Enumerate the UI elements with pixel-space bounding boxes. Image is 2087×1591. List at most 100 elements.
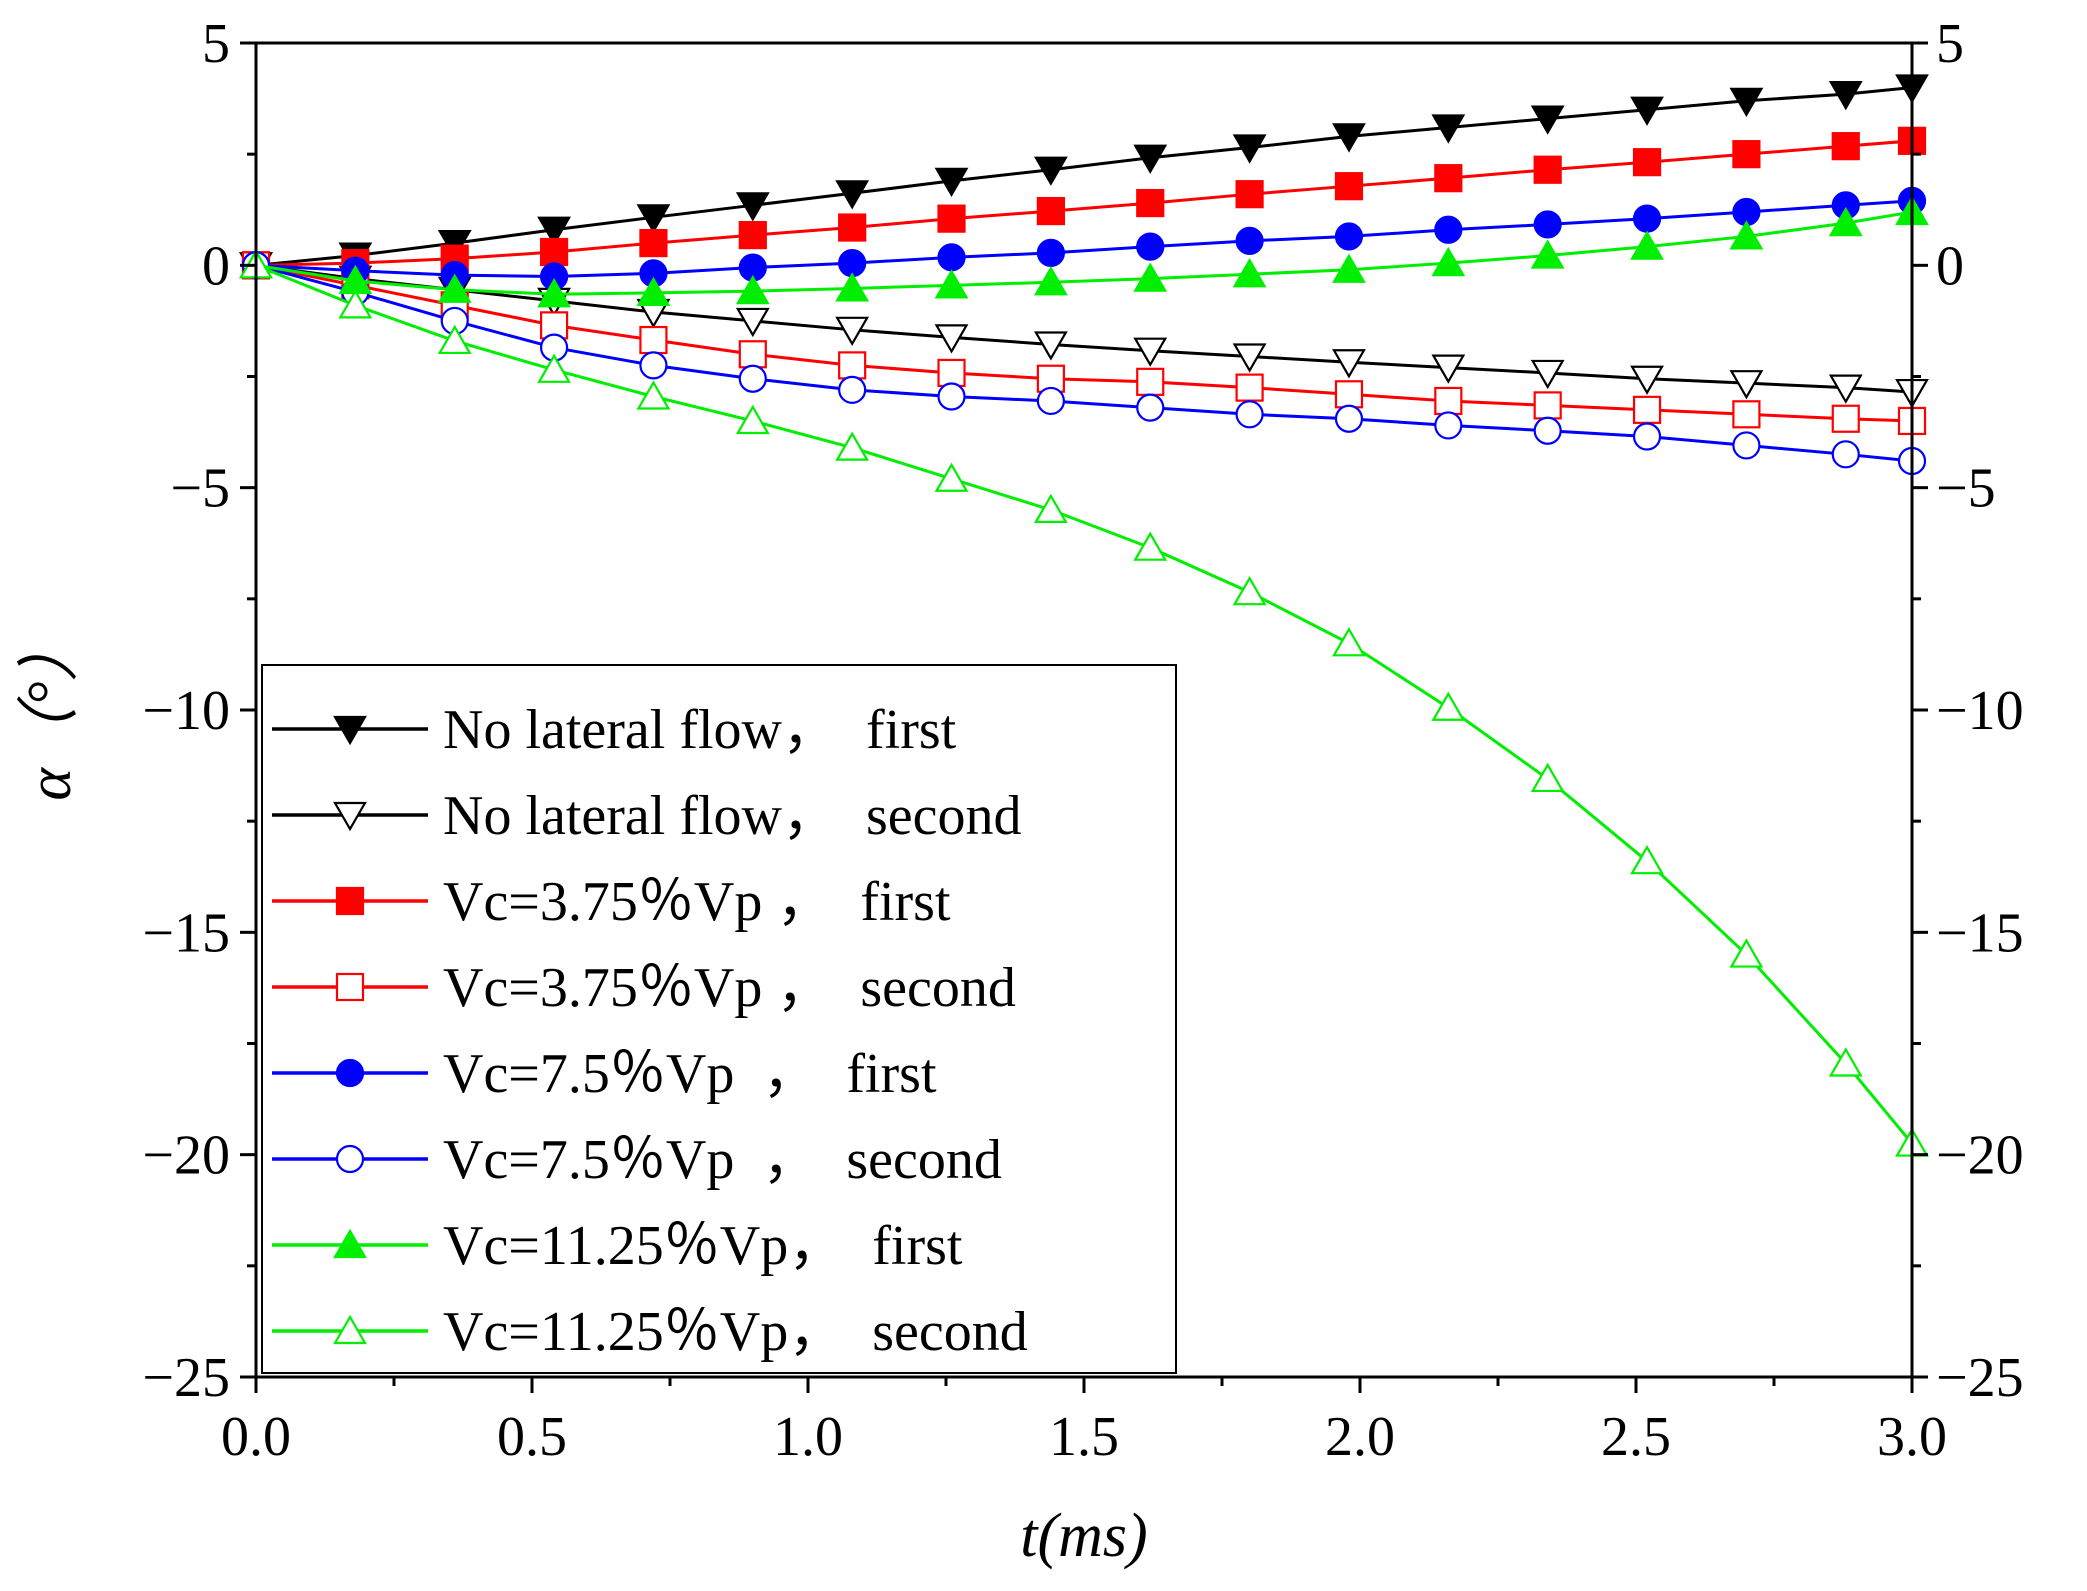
y-left-tick-label: −25 <box>142 1347 230 1409</box>
legend-layer: No lateral flow， first No lateral flow， s… <box>261 664 1177 1374</box>
data-point <box>1533 210 1562 239</box>
data-point <box>1033 493 1068 524</box>
data-point <box>1133 262 1168 292</box>
data-point <box>1431 691 1466 721</box>
series-line <box>255 199 1913 278</box>
data-point <box>934 462 969 492</box>
series-layer <box>239 74 1929 1157</box>
series-1 <box>239 74 1929 282</box>
series-line <box>255 85 1913 267</box>
series-8 <box>239 249 1929 1157</box>
x-axis-title: t(ms) <box>1020 1502 1147 1570</box>
data-point <box>735 274 770 305</box>
data-point <box>1828 1047 1863 1077</box>
legend-marker <box>335 1144 365 1174</box>
data-point <box>1033 266 1068 296</box>
legend-label: Vc=7.5％Vp ， second <box>443 1129 1002 1191</box>
data-point <box>838 213 867 242</box>
data-point <box>537 216 571 246</box>
data-point <box>437 230 472 260</box>
data-point <box>1136 393 1165 422</box>
data-point <box>1334 222 1364 251</box>
legend-label: Vc=3.75％Vp ， first <box>443 871 951 933</box>
data-point <box>1033 331 1068 361</box>
x-tick-label: 2.0 <box>1325 1406 1395 1468</box>
y-left-tick-label: −20 <box>142 1125 230 1187</box>
legend-label: Vc=3.75％Vp ， second <box>443 957 1016 1019</box>
axes-layer <box>240 41 1928 1393</box>
data-point <box>639 229 668 258</box>
series-line <box>255 263 1913 394</box>
data-point <box>738 364 767 393</box>
legend-label: Vc=11.25％Vp， first <box>443 1215 963 1277</box>
y-right-tick-label: −15 <box>1936 902 2024 964</box>
data-point <box>937 243 966 272</box>
data-point <box>1434 215 1463 244</box>
data-point <box>1033 156 1068 186</box>
data-point <box>437 324 472 355</box>
legend-item: Vc=3.75％Vp ， second <box>272 957 1016 1019</box>
data-point <box>835 180 870 210</box>
data-point <box>1434 411 1463 440</box>
x-tick-label: 1.0 <box>773 1406 843 1468</box>
data-point <box>1431 114 1466 144</box>
legend-item: No lateral flow， first <box>272 699 957 761</box>
data-point <box>934 269 969 299</box>
series-line <box>255 210 1913 296</box>
data-point <box>934 324 969 354</box>
y-right-tick-label: 0 <box>1936 235 1964 297</box>
data-point <box>1732 400 1761 429</box>
data-point <box>1431 246 1466 277</box>
tick-label-layer: 0.0 0.5 1.0 1.5 2.0 2.5 3.0 5 5 0 0 −5 −5 −10 −10 −15 −1… <box>16 13 2024 1570</box>
data-point <box>1630 844 1664 875</box>
data-point <box>1235 180 1264 209</box>
legend-marker <box>333 715 367 746</box>
data-point <box>1332 627 1366 657</box>
data-point <box>1729 87 1764 118</box>
data-point <box>1831 440 1860 469</box>
legend-item: Vc=11.25％Vp， first <box>272 1215 963 1277</box>
data-point <box>1533 391 1562 420</box>
data-point <box>1332 123 1366 153</box>
legend-label: No lateral flow， second <box>443 785 1021 847</box>
legend-marker <box>335 1058 365 1088</box>
data-point <box>537 278 571 308</box>
data-point <box>1530 762 1565 793</box>
data-point <box>1332 253 1366 283</box>
data-point <box>835 272 870 302</box>
legend: No lateral flow， first No lateral flow， s… <box>261 664 1177 1374</box>
data-point <box>937 204 966 233</box>
y-axis-title: α（°） <box>16 619 84 800</box>
data-point <box>1632 204 1662 233</box>
data-point <box>437 273 472 303</box>
series-3 <box>241 126 1927 280</box>
x-tick-label: 0.0 <box>221 1406 291 1468</box>
data-point <box>1434 386 1463 416</box>
data-point <box>1434 164 1463 193</box>
legend-marker <box>333 1228 367 1259</box>
x-tick-label: 1.5 <box>1049 1406 1119 1468</box>
data-point <box>539 237 569 267</box>
data-point <box>835 431 870 461</box>
data-point <box>1036 238 1065 267</box>
data-point <box>835 316 870 347</box>
data-point <box>1630 365 1664 395</box>
data-point <box>1036 196 1065 226</box>
series-6 <box>241 251 1927 476</box>
y-right-tick-label: −10 <box>1936 680 2024 742</box>
x-tick-label: 3.0 <box>1877 1406 1947 1468</box>
data-point <box>1133 337 1168 367</box>
data-point <box>1630 230 1664 260</box>
data-point <box>1632 395 1662 424</box>
data-point <box>1232 343 1267 373</box>
x-tick-label: 0.5 <box>497 1406 567 1468</box>
data-point <box>1831 132 1860 161</box>
data-point <box>937 358 966 388</box>
x-tick-label: 2.5 <box>1601 1406 1671 1468</box>
data-point <box>1334 404 1364 433</box>
series-line <box>255 263 1914 1145</box>
data-point <box>838 249 867 278</box>
data-point <box>1136 188 1165 218</box>
data-point <box>735 192 770 222</box>
data-point <box>1232 258 1267 288</box>
